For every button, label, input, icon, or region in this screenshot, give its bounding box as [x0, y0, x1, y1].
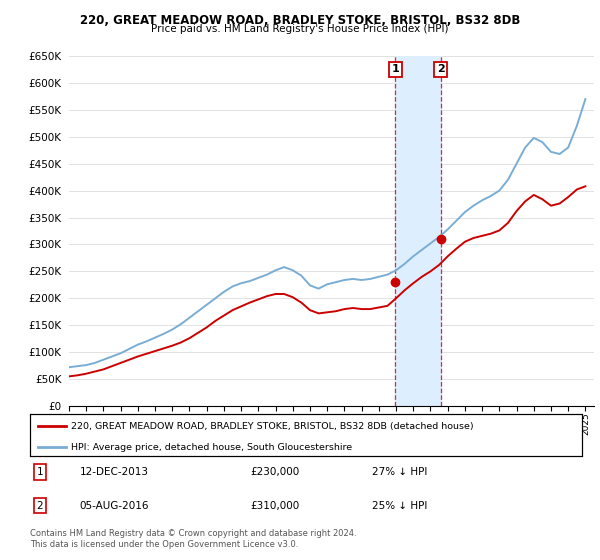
Bar [395, 56, 441, 406]
Text: Contains HM Land Registry data © Crown copyright and database right 2024.
This d: Contains HM Land Registry data © Crown c… [30, 529, 356, 549]
Text: £230,000: £230,000 [251, 467, 300, 477]
Text: 1: 1 [37, 467, 43, 477]
Text: HPI: Average price, detached house, South Gloucestershire: HPI: Average price, detached house, Sout… [71, 442, 353, 452]
Text: 2: 2 [37, 501, 43, 511]
Text: 220, GREAT MEADOW ROAD, BRADLEY STOKE, BRISTOL, BS32 8DB (detached house): 220, GREAT MEADOW ROAD, BRADLEY STOKE, B… [71, 422, 474, 431]
Text: 12-DEC-2013: 12-DEC-2013 [80, 467, 149, 477]
Text: 2: 2 [437, 64, 445, 74]
Text: Price paid vs. HM Land Registry's House Price Index (HPI): Price paid vs. HM Land Registry's House … [151, 24, 449, 34]
Text: 25% ↓ HPI: 25% ↓ HPI [372, 501, 428, 511]
Text: 1: 1 [391, 64, 399, 74]
Text: 05-AUG-2016: 05-AUG-2016 [80, 501, 149, 511]
Text: £310,000: £310,000 [251, 501, 300, 511]
Text: 220, GREAT MEADOW ROAD, BRADLEY STOKE, BRISTOL, BS32 8DB: 220, GREAT MEADOW ROAD, BRADLEY STOKE, B… [80, 14, 520, 27]
Text: 27% ↓ HPI: 27% ↓ HPI [372, 467, 428, 477]
